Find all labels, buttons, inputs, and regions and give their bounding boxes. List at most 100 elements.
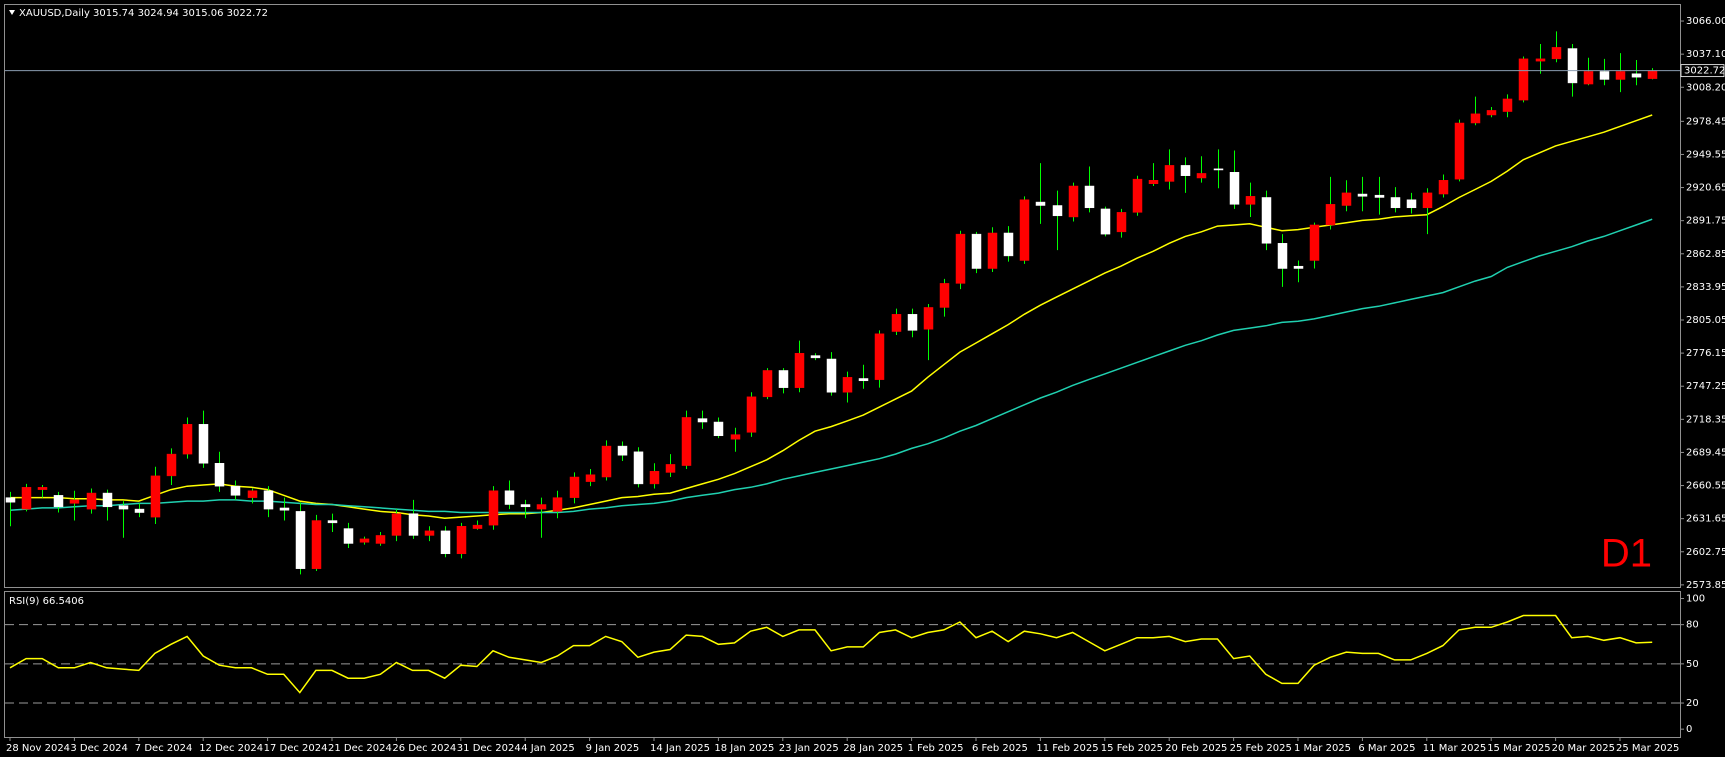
x-tick-label: 28 Jan 2025 [843,743,903,754]
rsi-y-tick-label: 50 [1686,659,1699,670]
x-tick-label: 15 Mar 2025 [1487,743,1550,754]
candle-body [987,232,998,269]
x-tick-label: 6 Mar 2025 [1358,743,1415,754]
candle-body [1068,185,1079,218]
y-tick-label: 2949.55 [1686,149,1725,160]
x-tick-label: 7 Dec 2024 [135,743,193,754]
candle-body [1164,165,1175,182]
candle-body [520,504,531,508]
candle-body [343,528,354,544]
candle-body [1293,265,1304,269]
x-tick-label: 28 Nov 2024 [6,743,70,754]
x-tick-label: 20 Mar 2025 [1552,743,1615,754]
y-tick-label: 2718.35 [1686,414,1725,425]
candle-body [665,464,676,473]
candle-body [1003,232,1014,257]
candle-body [794,353,805,388]
candle-body [939,283,950,308]
candle-body [778,370,789,388]
candle-body [1374,194,1385,198]
rsi-line [9,614,1653,694]
candle-body [1551,47,1562,60]
candle-body [359,538,370,543]
candle-body [1245,196,1256,205]
candle-body [1341,192,1352,206]
y-tick-label: 2833.95 [1686,282,1725,293]
x-tick-label: 23 Jan 2025 [779,743,839,754]
candle-body [1084,185,1095,209]
main-panel-border [4,4,1681,588]
candle-body [1583,71,1594,85]
y-tick-label: 2862.85 [1686,249,1725,260]
x-tick-label: 12 Dec 2024 [199,743,263,754]
x-tick-label: 11 Mar 2025 [1423,743,1486,754]
symbol-menu-arrow[interactable] [9,10,15,15]
candle-body [697,418,708,423]
candle-body [214,463,225,487]
candle-body [1180,165,1191,176]
candle-body [569,476,580,498]
x-tick-label: 20 Feb 2025 [1165,743,1227,754]
candle-body [327,520,338,524]
candle-body [1422,192,1433,209]
candle-body [488,490,499,526]
candle-body [1277,243,1288,269]
rsi-title: RSI(9) 66.5406 [9,596,84,607]
candle-body [37,487,48,490]
x-tick-label: 1 Mar 2025 [1294,743,1351,754]
y-tick-label: 2891.75 [1686,216,1725,227]
moving-average [10,114,1653,520]
y-tick-label: 3008.20 [1686,82,1725,93]
candle-body [424,530,435,536]
candle-body [86,492,97,510]
rsi-y-tick-label: 80 [1686,620,1699,631]
candle-body [1486,110,1497,116]
candle-body [391,513,402,536]
candle-body [21,487,32,510]
candle-body [1438,180,1449,195]
candle-body [150,475,161,518]
x-tick-label: 31 Dec 2024 [457,743,521,754]
last-price-label: 3022.72 [1684,66,1725,77]
candle-body [891,314,902,332]
candle-body [746,396,757,433]
x-tick-label: 18 Jan 2025 [714,743,774,754]
candle-body [166,453,177,477]
candle-body [1019,199,1030,261]
candle-body [263,490,274,510]
y-tick-label: 3037.10 [1686,49,1725,60]
x-tick-label: 17 Dec 2024 [264,743,328,754]
y-tick-label: 2631.65 [1686,514,1725,525]
x-tick-label: 3 Dec 2024 [70,743,128,754]
y-tick-label: 2747.25 [1686,381,1725,392]
candle-body [134,508,145,513]
candle-body [375,535,386,544]
x-tick-label: 26 Dec 2024 [392,743,456,754]
candle-body [826,358,837,393]
y-tick-label: 2602.75 [1686,547,1725,558]
candle-body [456,526,467,555]
x-tick-label: 25 Feb 2025 [1230,743,1292,754]
x-tick-label: 6 Feb 2025 [972,743,1028,754]
candle-body [1325,204,1336,226]
candle-body [601,445,612,478]
x-tick-label: 15 Feb 2025 [1101,743,1163,754]
candle-body [858,378,869,382]
candle-body [681,417,692,466]
x-tick-label: 9 Jan 2025 [586,743,640,754]
candle-body [247,490,258,498]
candle-body [585,474,596,482]
y-tick-label: 2920.65 [1686,183,1725,194]
candle-body [1309,224,1320,261]
x-tick-label: 11 Feb 2025 [1036,743,1098,754]
candle-body [923,307,934,330]
candle-body [617,445,628,456]
candle-body [1599,71,1610,80]
candle-body [1390,197,1401,209]
candle-body [440,530,451,555]
candle-body [713,421,724,437]
candle-body [552,497,563,512]
candle-body [118,505,129,510]
candle-body [311,520,322,569]
